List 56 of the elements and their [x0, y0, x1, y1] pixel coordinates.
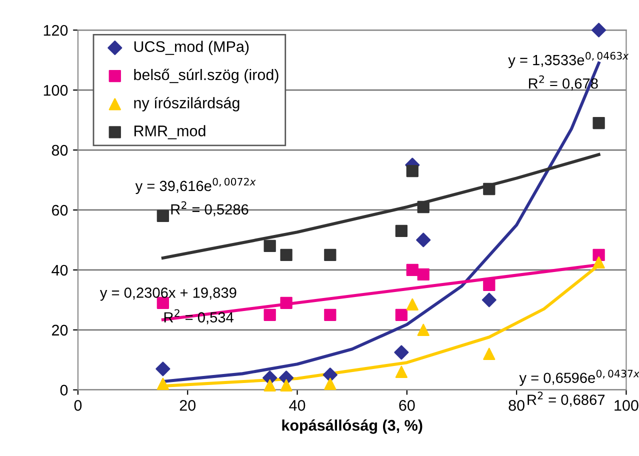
y-tick-label: 80	[52, 144, 68, 156]
point	[395, 366, 408, 378]
point	[264, 308, 276, 321]
point	[394, 345, 409, 360]
text: R$^{2}$ = 0,6867	[528, 392, 605, 407]
y-tick-label: 20	[52, 324, 68, 336]
line-series	[161, 152, 600, 260]
point	[406, 264, 418, 276]
point	[592, 22, 606, 38]
y-tick-label: 40	[52, 264, 68, 276]
point	[592, 248, 605, 262]
point	[483, 278, 496, 292]
point	[483, 348, 496, 360]
point	[592, 256, 605, 269]
x-tick-label: 40	[289, 400, 306, 411]
point	[592, 116, 605, 130]
point	[280, 379, 292, 392]
x-tick-label: 0	[74, 400, 82, 411]
point	[156, 210, 170, 222]
point	[395, 224, 408, 238]
y-tick-label: 0	[60, 384, 68, 396]
y-tick-label: 100	[44, 84, 68, 96]
point	[417, 200, 430, 214]
annotation: R$^{2}$ = 0,5286	[171, 201, 248, 216]
point	[483, 182, 496, 196]
point	[406, 298, 418, 311]
y-tick-label: 120	[44, 24, 68, 36]
point	[280, 296, 292, 310]
point	[482, 292, 496, 308]
point	[395, 308, 408, 321]
legend-label: belső_súrl.szög (irod)	[134, 68, 278, 84]
point	[324, 248, 336, 262]
x-tick-label: 80	[508, 400, 524, 411]
x-tick-label: 20	[180, 400, 196, 411]
legend-label: RMR_mod	[134, 125, 206, 140]
x-tick-label: 100	[614, 400, 638, 411]
x-tick-label: 60	[399, 400, 415, 411]
legend-label: ny írószilárdság	[134, 96, 240, 112]
point	[324, 378, 336, 390]
point	[416, 232, 431, 248]
x-axis-title: kopásállóság (3, %)	[282, 419, 422, 434]
annotation: y = 39,616e$^{0,0072x}$	[135, 178, 256, 194]
point	[264, 379, 276, 392]
point	[417, 324, 430, 336]
legend-label: UCS_mod (MPa)	[134, 40, 249, 56]
point	[264, 240, 276, 252]
point	[156, 362, 170, 376]
point	[156, 378, 170, 390]
point	[322, 368, 338, 382]
point	[417, 268, 430, 281]
y-tick-label: 60	[52, 204, 68, 216]
point	[324, 308, 336, 321]
point	[406, 164, 418, 178]
point	[280, 248, 292, 262]
annotation: y = 1,3533e$^{0,0463x}$	[508, 52, 629, 68]
annotation: y = 0,2306x + 19,839	[100, 288, 236, 301]
